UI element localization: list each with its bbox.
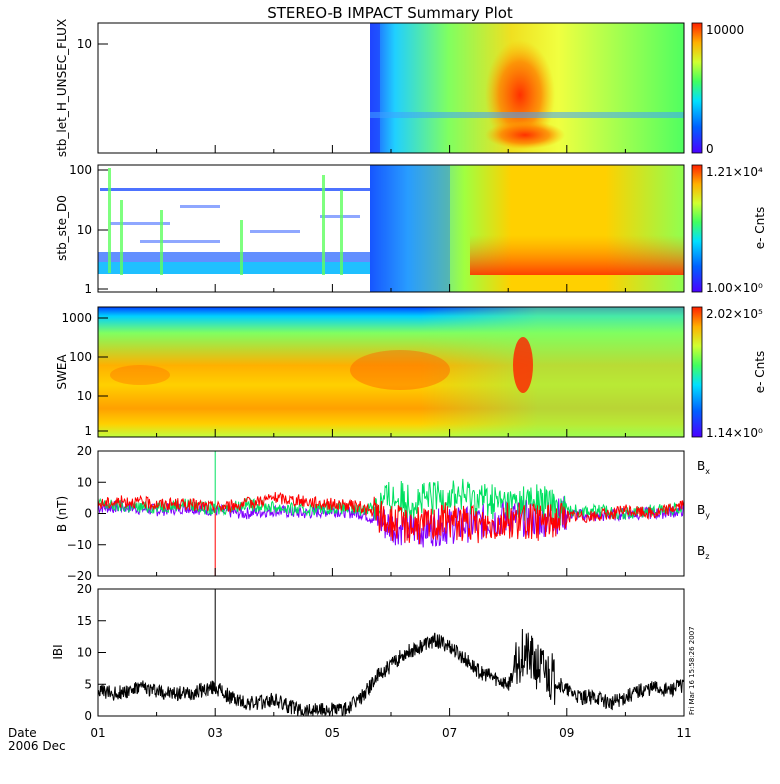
cbar3-units: e- Cnts: [753, 351, 767, 393]
xtick-label-11: 11: [676, 726, 691, 740]
ytick-b-label: −20: [67, 569, 92, 583]
legend-bz-sub: z: [705, 552, 709, 561]
ytick-ibi-label: 15: [77, 614, 92, 628]
ytick-ibi-label: 5: [84, 677, 92, 691]
ytick-ibi-label: 20: [77, 582, 92, 596]
date-label: Date: [8, 726, 37, 740]
ytick-b-label: 0: [84, 507, 92, 521]
ytick-swea-100: 100: [69, 350, 92, 364]
cbar2-min: 1.00×10⁰: [706, 281, 763, 295]
cbar1-max: 10000: [706, 23, 744, 37]
ytick-b-label: 20: [77, 444, 92, 458]
legend-bx-sub: x: [705, 467, 710, 476]
ytick-swea-1: 1: [84, 424, 92, 438]
colorbar-swea: 2.02×10⁵ 1.14×10⁰ e- Cnts: [691, 306, 767, 440]
legend-bz: Bz: [697, 544, 709, 561]
cbar3-min: 1.14×10⁰: [706, 426, 763, 440]
panel-ibi: IBI 20 15 10 5 0 Fri Mar 16 15:58:26 2007: [51, 582, 696, 723]
colorbar-ste-d0: 1.21×10⁴ 1.00×10⁰ e- Cnts: [691, 164, 767, 295]
panel-b: B (nT) 20 10 0 −10 −20 Bx By Bz: [55, 444, 710, 583]
series-bz: [98, 492, 684, 545]
legend-bz-label: B: [697, 544, 705, 558]
plot-title: STEREO-B IMPACT Summary Plot: [267, 4, 513, 22]
ytick-ibi-label: 0: [84, 709, 92, 723]
legend-bx: Bx: [697, 459, 710, 476]
ytick-swea-1000: 1000: [61, 311, 92, 325]
ylabel-b: B (nT): [55, 496, 69, 532]
series-ibi: [98, 628, 684, 716]
legend-b: Bx By Bz: [697, 459, 710, 561]
ytick-b-label: −10: [67, 538, 92, 552]
xtick-label-05: 05: [325, 726, 340, 740]
ytick-b-label: 10: [77, 475, 92, 489]
panel-let-flux: stb_let_H_UNSEC_FLUX 10: [55, 19, 685, 157]
ytick-ste-1: 1: [84, 282, 92, 296]
heatmap-ste-speckle: [100, 188, 370, 243]
xtick-label-01: 01: [90, 726, 105, 740]
ytick-let-10: 10: [77, 37, 92, 51]
xtick-label-03: 03: [208, 726, 223, 740]
cbar3-max: 2.02×10⁵: [706, 307, 763, 321]
panel-swea: SWEA 1000 100 10 1: [55, 306, 685, 438]
ylabel-swea: SWEA: [55, 354, 69, 390]
ylabel-let-flux: stb_let_H_UNSEC_FLUX: [55, 19, 69, 157]
xtick-label-09: 09: [559, 726, 574, 740]
cbar2-units: e- Cnts: [753, 207, 767, 249]
ylabel-ste-d0: stb_ste_D0: [55, 195, 69, 261]
heatmap-ste-low: [98, 262, 370, 274]
cbar2-max: 1.21×10⁴: [706, 165, 763, 179]
timestamp: Fri Mar 16 15:58:26 2007: [688, 626, 696, 715]
xtick-label-07: 07: [442, 726, 457, 740]
ytick-ibi-label: 10: [77, 646, 92, 660]
legend-bx-label: B: [697, 459, 705, 473]
ytick-ste-10: 10: [77, 223, 92, 237]
panel-ste-d0: stb_ste_D0 100 10 1: [55, 163, 685, 296]
legend-by-sub: y: [705, 511, 710, 520]
colorbar-let-flux: 10000 0: [691, 22, 744, 156]
x-axis: 01 03 05 07 09 11: [90, 145, 692, 740]
ytick-ste-100: 100: [69, 163, 92, 177]
cbar1-min: 0: [706, 142, 714, 156]
legend-by-label: B: [697, 503, 705, 517]
ytick-swea-10: 10: [77, 389, 92, 403]
legend-by: By: [697, 503, 710, 520]
ylabel-ibi: IBI: [51, 644, 65, 659]
date-value: 2006 Dec: [8, 739, 66, 753]
